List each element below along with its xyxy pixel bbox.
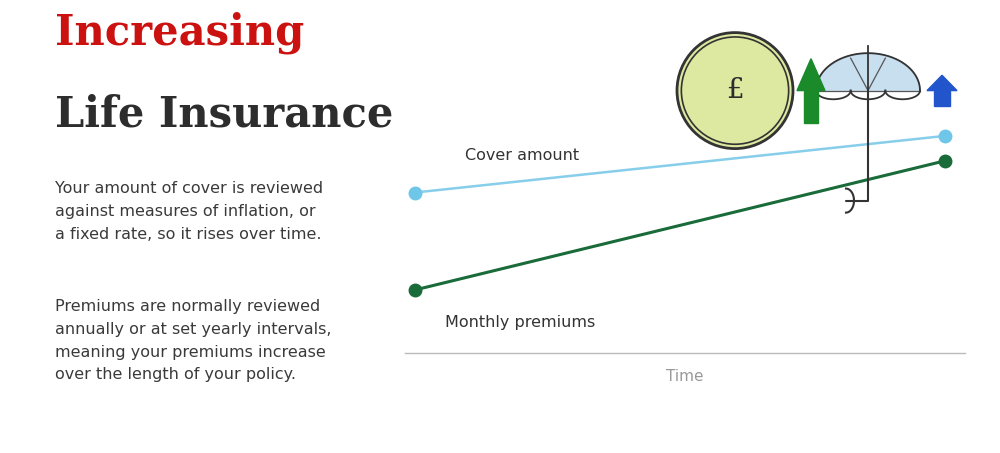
Text: Monthly premiums: Monthly premiums [445, 315, 595, 330]
Polygon shape [804, 91, 818, 122]
Polygon shape [797, 59, 825, 91]
Ellipse shape [677, 33, 793, 149]
Text: Premiums are normally reviewed
annually or at set yearly intervals,
meaning your: Premiums are normally reviewed annually … [55, 299, 332, 382]
Polygon shape [927, 75, 957, 91]
Text: £: £ [726, 77, 744, 104]
Polygon shape [934, 91, 950, 106]
Text: Increasing: Increasing [55, 12, 304, 54]
Text: Life Insurance: Life Insurance [55, 94, 393, 136]
Text: Cover amount: Cover amount [465, 148, 579, 163]
Text: Time: Time [666, 369, 704, 384]
Text: Your amount of cover is reviewed
against measures of inflation, or
a fixed rate,: Your amount of cover is reviewed against… [55, 181, 323, 242]
Polygon shape [816, 53, 920, 91]
